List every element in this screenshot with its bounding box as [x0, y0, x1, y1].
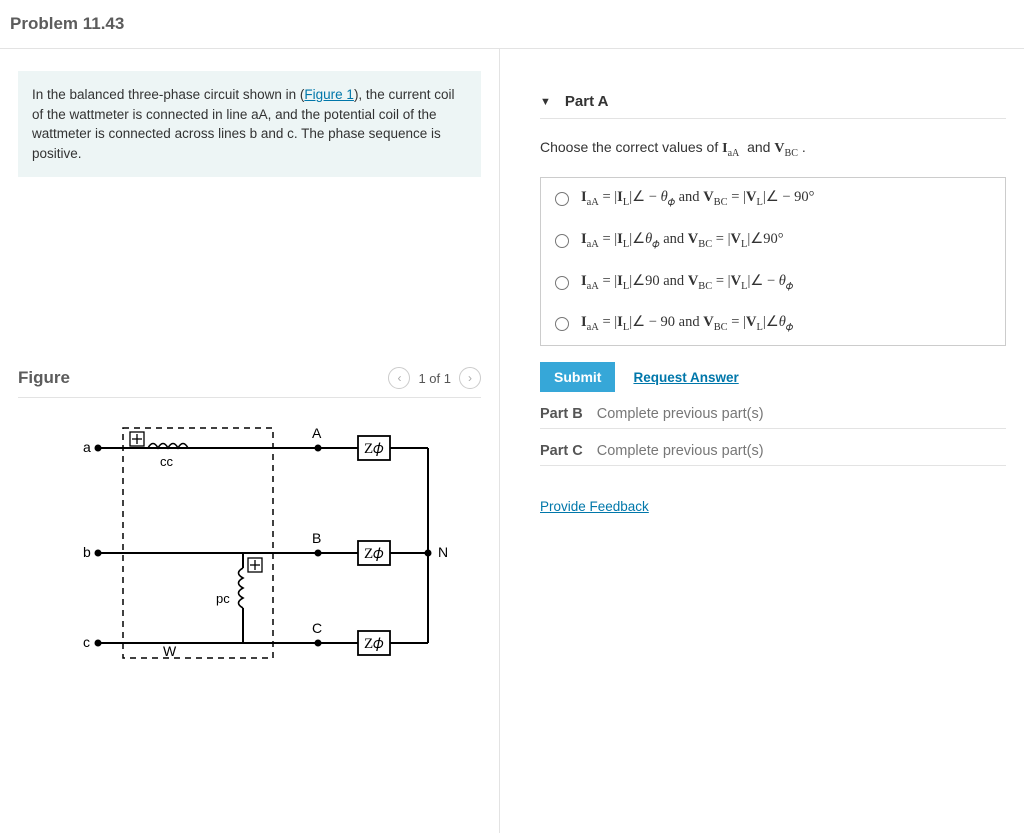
- label-N: N: [438, 544, 448, 560]
- pager-text: 1 of 1: [418, 371, 451, 386]
- right-column: ▼ Part A Choose the correct values of Ia…: [500, 49, 1024, 833]
- label-pc: pc: [216, 591, 230, 606]
- figure-diagram: a cc A Z𝜙: [18, 398, 481, 681]
- pager-next-button[interactable]: ›: [459, 367, 481, 389]
- intro-text-pre: In the balanced three-phase circuit show…: [32, 87, 304, 102]
- figure-heading: Figure: [18, 368, 70, 388]
- option-4-radio[interactable]: [555, 317, 569, 331]
- option-2-text: IaA = |IL|∠θ𝜙 and VBC = |VL|∠90°: [581, 231, 784, 251]
- option-1-text: IaA = |IL|∠ − θ𝜙 and VBC = |VL|∠ − 90°: [581, 189, 814, 209]
- part-c-section: Part C Complete previous part(s): [540, 429, 1006, 466]
- option-3-text: IaA = |IL|∠90 and VBC = |VL|∠ − θ𝜙: [581, 273, 793, 293]
- label-C: C: [312, 620, 322, 636]
- part-c-status: Complete previous part(s): [597, 443, 764, 459]
- part-c-label: Part C: [540, 443, 583, 459]
- figure-section: Figure ‹ 1 of 1 › a: [0, 367, 499, 681]
- request-answer-link[interactable]: Request Answer: [633, 370, 738, 385]
- figure-link[interactable]: Figure 1: [304, 87, 354, 102]
- option-3[interactable]: IaA = |IL|∠90 and VBC = |VL|∠ − θ𝜙: [541, 262, 1005, 304]
- submit-button[interactable]: Submit: [540, 362, 615, 392]
- pager-prev-button[interactable]: ‹: [388, 367, 410, 389]
- label-B: B: [312, 530, 321, 546]
- part-b-label: Part B: [540, 406, 583, 422]
- problem-header: Problem 11.43: [0, 0, 1024, 49]
- part-a-actions: Submit Request Answer: [540, 362, 1006, 392]
- part-b-section: Part B Complete previous part(s): [540, 392, 1006, 429]
- part-a-prompt: Choose the correct values of IaA and VBC…: [540, 139, 1006, 159]
- option-2[interactable]: IaA = |IL|∠θ𝜙 and VBC = |VL|∠90°: [541, 220, 1005, 262]
- label-ZB: Z𝜙: [364, 546, 384, 562]
- intro-box: In the balanced three-phase circuit show…: [18, 71, 481, 177]
- option-3-radio[interactable]: [555, 276, 569, 290]
- label-cc: cc: [160, 454, 174, 469]
- option-2-radio[interactable]: [555, 234, 569, 248]
- figure-header: Figure ‹ 1 of 1 ›: [18, 367, 481, 398]
- content: In the balanced three-phase circuit show…: [0, 49, 1024, 833]
- options-box: IaA = |IL|∠ − θ𝜙 and VBC = |VL|∠ − 90° I…: [540, 177, 1006, 347]
- label-ZC: Z𝜙: [364, 636, 384, 652]
- part-b-status: Complete previous part(s): [597, 406, 764, 422]
- problem-title: Problem 11.43: [10, 14, 1006, 34]
- label-b: b: [83, 544, 91, 560]
- part-a-header[interactable]: ▼ Part A: [540, 93, 1006, 119]
- option-4[interactable]: IaA = |IL|∠ − 90 and VBC = |VL|∠θ𝜙: [541, 303, 1005, 345]
- caret-down-icon: ▼: [540, 96, 551, 108]
- label-a: a: [83, 439, 91, 455]
- part-a-label: Part A: [565, 93, 609, 110]
- label-A: A: [312, 425, 322, 441]
- feedback-section: Provide Feedback: [540, 498, 1006, 514]
- part-a-section: ▼ Part A Choose the correct values of Ia…: [540, 93, 1006, 392]
- option-1[interactable]: IaA = |IL|∠ − θ𝜙 and VBC = |VL|∠ − 90°: [541, 178, 1005, 220]
- label-c: c: [83, 634, 90, 650]
- provide-feedback-link[interactable]: Provide Feedback: [540, 499, 649, 514]
- label-ZA: Z𝜙: [364, 441, 384, 457]
- figure-pager: ‹ 1 of 1 ›: [388, 367, 481, 389]
- label-W: W: [163, 643, 177, 659]
- option-1-radio[interactable]: [555, 192, 569, 206]
- left-column: In the balanced three-phase circuit show…: [0, 49, 500, 833]
- option-4-text: IaA = |IL|∠ − 90 and VBC = |VL|∠θ𝜙: [581, 314, 793, 334]
